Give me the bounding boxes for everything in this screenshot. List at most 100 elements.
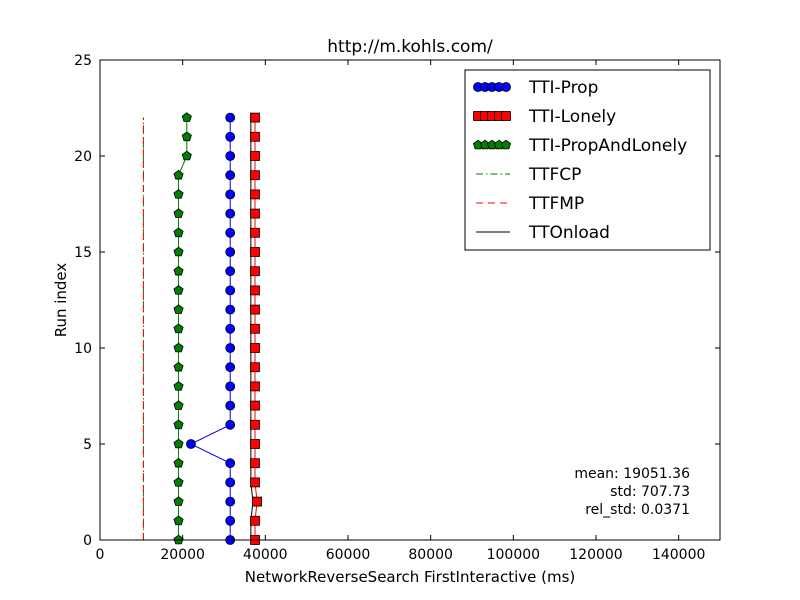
data-point-tti-prop: [225, 285, 236, 296]
x-tick-label: 80000: [408, 547, 453, 563]
legend: TTI-Prop TTI-Lonely TTI-PropAndLonely TTFCP…: [464, 69, 711, 251]
series-tti-lonely: [250, 112, 262, 545]
data-point-tti-propandlonely: [173, 169, 184, 180]
data-point-tti-prop: [225, 151, 236, 161]
data-point-tti-prop: [225, 362, 236, 373]
legend-label-tti-prop: TTI-Prop: [528, 78, 598, 98]
y-tick-label: 20: [74, 149, 92, 165]
x-tick-label: 120000: [569, 547, 622, 563]
x-tick-label: 140000: [652, 547, 705, 563]
data-point-tti-lonely: [250, 131, 260, 142]
data-point-tti-propandlonely: [173, 419, 184, 430]
data-point-tti-lonely: [250, 151, 260, 161]
legend-label-ttonload: TTOnload: [528, 223, 610, 243]
data-point-tti-prop: [225, 515, 236, 526]
data-point-tti-propandlonely: [173, 189, 184, 199]
data-point-tti-lonely: [250, 170, 260, 181]
stat-mean: mean: 19051.36: [574, 466, 690, 482]
data-point-tti-lonely: [250, 343, 260, 353]
data-point-tti-prop: [225, 131, 236, 142]
data-point-tti-lonely: [252, 496, 262, 507]
data-point-tti-propandlonely: [173, 246, 184, 257]
legend-label-ttfcp: TTFCP: [528, 165, 581, 185]
x-axis-label: NetworkReverseSearch FirstInteractive (m…: [245, 568, 576, 586]
data-point-tti-propandlonely: [173, 361, 184, 372]
legend-marker-tti-propandlonely: [500, 139, 512, 150]
data-point-tti-lonely: [250, 285, 260, 296]
data-point-tti-prop: [225, 208, 236, 219]
legend-label-tti-lonely: TTI-Lonely: [528, 107, 616, 127]
series-tti-propandlonely: [173, 112, 192, 545]
legend-label-ttfmp: TTFMP: [528, 194, 584, 214]
legend-label-tti-propandlonely: TTI-PropAndLonely: [528, 136, 687, 156]
data-point-tti-propandlonely: [173, 323, 184, 334]
data-point-tti-prop: [186, 439, 196, 449]
plot-frame: [99, 59, 721, 541]
data-point-tti-lonely: [250, 323, 260, 334]
stat-std: std: 707.73: [610, 484, 690, 500]
data-point-tti-lonely: [250, 400, 260, 411]
data-point-tti-prop: [225, 170, 236, 181]
x-tick-label: 40000: [243, 547, 288, 563]
legend-entry-ttonload: TTOnload: [476, 223, 610, 243]
data-point-tti-propandlonely: [173, 208, 184, 218]
data-point-tti-lonely: [250, 304, 260, 315]
chart-title: http://m.kohls.com/: [327, 37, 493, 57]
series-tti-prop: [186, 112, 236, 545]
data-point-tti-prop: [225, 343, 236, 353]
data-point-tti-prop: [225, 112, 236, 123]
data-point-tti-propandlonely: [173, 438, 184, 449]
stat-rel-std: rel_std: 0.0371: [585, 502, 690, 518]
data-point-tti-lonely: [250, 458, 260, 469]
data-point-tti-lonely: [250, 477, 260, 488]
x-tick-label: 60000: [326, 547, 371, 563]
data-point-tti-propandlonely: [173, 477, 184, 487]
data-point-tti-propandlonely: [173, 304, 184, 314]
data-point-tti-propandlonely: [173, 285, 184, 295]
y-tick-label: 15: [74, 245, 92, 261]
data-point-tti-prop: [225, 458, 236, 469]
data-point-tti-prop: [225, 227, 236, 238]
data-point-tti-prop: [225, 496, 236, 507]
data-point-tti-propandlonely: [181, 131, 192, 142]
data-point-tti-prop: [225, 304, 236, 315]
data-point-tti-lonely: [250, 266, 260, 277]
data-point-tti-lonely: [250, 381, 260, 392]
legend-entry-tti-propandlonely: TTI-PropAndLonely: [472, 136, 687, 156]
data-point-tti-prop: [225, 266, 236, 277]
data-point-tti-propandlonely: [173, 381, 184, 391]
data-point-tti-lonely: [250, 515, 260, 526]
data-point-tti-prop: [225, 400, 236, 411]
data-point-tti-lonely: [250, 439, 260, 449]
data-point-tti-lonely: [250, 362, 260, 373]
data-point-tti-lonely: [250, 247, 260, 257]
y-axis-label: Run index: [52, 263, 70, 338]
data-point-tti-propandlonely: [173, 265, 184, 276]
data-point-tti-propandlonely: [173, 515, 184, 526]
data-point-tti-prop: [225, 477, 236, 488]
legend-entry-tti-prop: TTI-Prop: [473, 78, 598, 98]
data-point-tti-prop: [225, 419, 236, 430]
stats-annotation: mean: 19051.36 std: 707.73 rel_std: 0.03…: [574, 466, 690, 518]
data-point-tti-lonely: [250, 227, 260, 238]
legend-entry-tti-lonely: TTI-Lonely: [473, 107, 616, 127]
y-tick-label: 25: [74, 53, 92, 69]
data-point-tti-propandlonely: [173, 400, 184, 410]
data-point-tti-propandlonely: [173, 342, 184, 353]
y-tick-label: 5: [83, 437, 92, 453]
data-point-tti-propandlonely: [181, 112, 192, 122]
legend-marker-tti-prop: [501, 82, 511, 92]
x-tick-label: 0: [96, 547, 105, 563]
legend-marker-tti-lonely: [501, 111, 511, 121]
x-tick-label: 100000: [487, 547, 540, 563]
data-point-tti-lonely: [250, 189, 260, 200]
legend-entry-ttfcp: TTFCP: [476, 165, 581, 185]
x-tick-label: 20000: [160, 547, 205, 563]
data-point-tti-propandlonely: [173, 457, 184, 468]
legend-box: [464, 69, 711, 251]
legend-entry-ttfmp: TTFMP: [476, 194, 584, 214]
data-point-tti-prop: [225, 323, 236, 334]
data-point-tti-lonely: [250, 112, 260, 123]
data-layer: [142, 112, 262, 545]
